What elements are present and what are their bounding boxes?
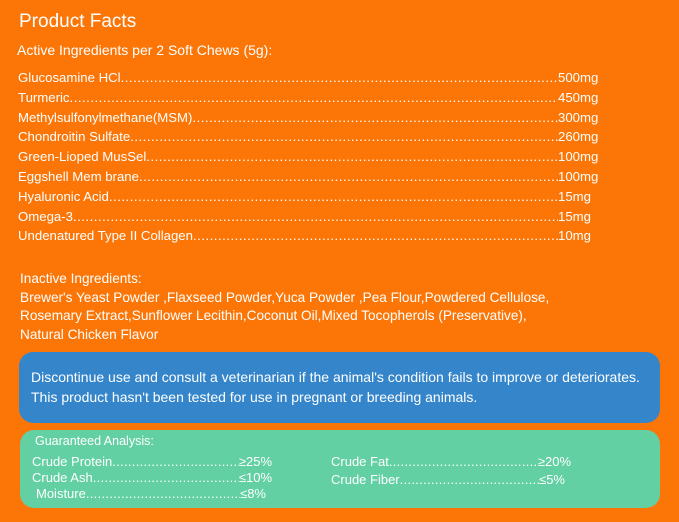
ingredient-name: Turmeric [18, 89, 70, 105]
ingredient-row: Turmeric 450mg [18, 88, 608, 108]
ingredient-row: Hyaluronic Acid 15mg [18, 187, 608, 207]
analysis-value: ≤5% [539, 472, 565, 487]
analysis-row: Crude Fiber ≤5% [331, 472, 565, 488]
ingredient-row: Green-Lioped MusSel 100mg [18, 147, 608, 167]
ingredient-name: Green-Lioped MusSel [18, 149, 147, 165]
ingredient-amount: 260mg [558, 129, 599, 145]
analysis-row: Crude Ash ≤10% [32, 470, 272, 486]
analysis-value: ≥25% [238, 454, 272, 469]
analysis-value: ≥20% [537, 454, 571, 469]
analysis-value: ≤8% [240, 486, 266, 501]
ingredient-row: Undenatured Type II Collagen 10mg [18, 226, 608, 246]
analysis-row: Crude Fat ≥20% [331, 454, 571, 470]
ingredient-row: Glucosamine HCl 500mg [18, 68, 608, 88]
inactive-line: Brewer's Yeast Powder ,Flaxseed Powder,Y… [20, 289, 550, 305]
ingredient-name: Eggshell Mem brane [18, 168, 139, 184]
ingredient-row: Eggshell Mem brane 100mg [18, 167, 608, 187]
analysis-name: Crude Protein [32, 454, 113, 469]
ingredient-amount: 100mg [558, 149, 599, 165]
guaranteed-analysis-box: Guaranteed Analysis: Crude Protein ≥25% C… [20, 430, 660, 508]
ingredient-name: Hyaluronic Acid [18, 188, 109, 204]
ingredient-amount: 10mg [558, 228, 591, 244]
ingredient-amount: 450mg [558, 89, 599, 105]
ingredient-amount: 500mg [558, 70, 599, 85]
inactive-line: Rosemary Extract,Sunflower Lecithin,Coco… [20, 308, 527, 323]
ingredient-name: Chondroitin Sulfate [18, 129, 131, 145]
analysis-row: Crude Protein ≥25% [32, 454, 272, 470]
ingredient-amount: 15mg [558, 208, 591, 224]
active-ingredients-list: Glucosamine HCl 500mg Turmeric 450mg Methy… [18, 68, 608, 246]
inactive-ingredients: Inactive Ingredients: Brewer's Yeast Pow… [20, 270, 660, 344]
analysis-name: Crude Fiber [331, 472, 400, 487]
ingredient-name: Methylsulfonylmethane(MSM) [18, 109, 193, 125]
ingredient-name: Undenatured Type II Collagen [18, 228, 193, 244]
analysis-name: Crude Fat [331, 454, 389, 469]
analysis-name: Crude Ash [32, 470, 93, 485]
ingredient-amount: 15mg [558, 188, 591, 204]
ingredient-amount: 300mg [558, 109, 599, 125]
ingredient-row: Chondroitin Sulfate 260mg [18, 127, 608, 147]
ingredient-row: Omega-3 15mg [18, 207, 608, 227]
analysis-name: Moisture [36, 486, 86, 501]
ingredient-amount: 100mg [558, 168, 599, 184]
analysis-row: Moisture ≤8% [36, 486, 266, 502]
ingredient-row: Methylsulfonylmethane(MSM) 300mg [18, 108, 608, 128]
inactive-heading: Inactive Ingredients: [20, 271, 142, 286]
analysis-heading: Guaranteed Analysis: [35, 434, 154, 448]
ingredient-name: Omega-3 [18, 208, 73, 224]
page-title: Product Facts [19, 11, 137, 32]
warning-box: Discontinue use and consult a veterinari… [19, 352, 660, 423]
analysis-value: ≤10% [238, 470, 272, 485]
active-heading: Active Ingredients per 2 Soft Chews (5g)… [17, 42, 273, 58]
inactive-line: Natural Chicken Flavor [20, 326, 159, 342]
ingredient-name: Glucosamine HCl [18, 70, 121, 85]
